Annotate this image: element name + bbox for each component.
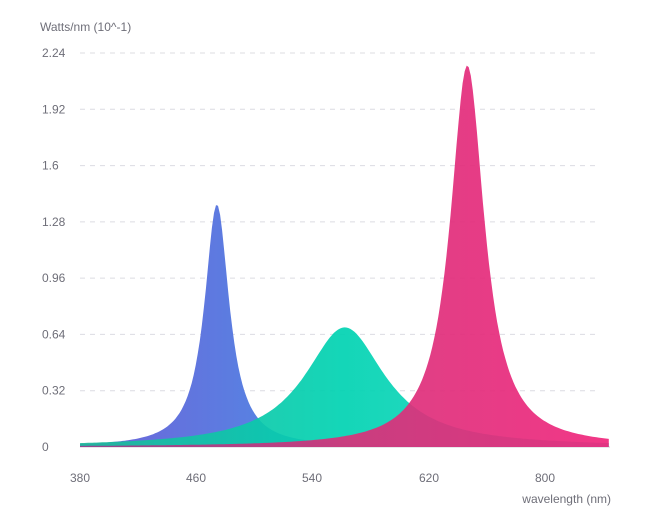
x-tick-label: 380: [70, 471, 90, 485]
y-tick-label: 1.28: [42, 215, 66, 229]
x-tick-label: 620: [419, 471, 439, 485]
y-tick-label: 0.96: [42, 271, 66, 285]
spectrum-peak-3: [80, 65, 609, 447]
x-axis-title: wavelength (nm): [521, 492, 611, 506]
y-tick-label: 1.6: [42, 159, 59, 173]
y-tick-label: 0.64: [42, 327, 66, 341]
spectrum-areas: [80, 65, 609, 447]
spectrum-peak-1: [80, 205, 609, 447]
x-tick-label: 460: [186, 471, 206, 485]
y-axis: 0 0.32 0.64 0.96 1.28 1.6 1.92 2.24: [42, 46, 66, 454]
y-tick-label: 0: [42, 440, 49, 454]
x-tick-label: 540: [302, 471, 322, 485]
x-tick-label: 800: [535, 471, 555, 485]
spectrum-peak-2: [80, 327, 609, 447]
y-tick-label: 1.92: [42, 102, 66, 116]
y-axis-title: Watts/nm (10^-1): [40, 20, 131, 34]
x-axis: 380 460 540 620 800: [70, 471, 555, 485]
y-tick-label: 2.24: [42, 46, 66, 60]
y-tick-label: 0.32: [42, 384, 66, 398]
